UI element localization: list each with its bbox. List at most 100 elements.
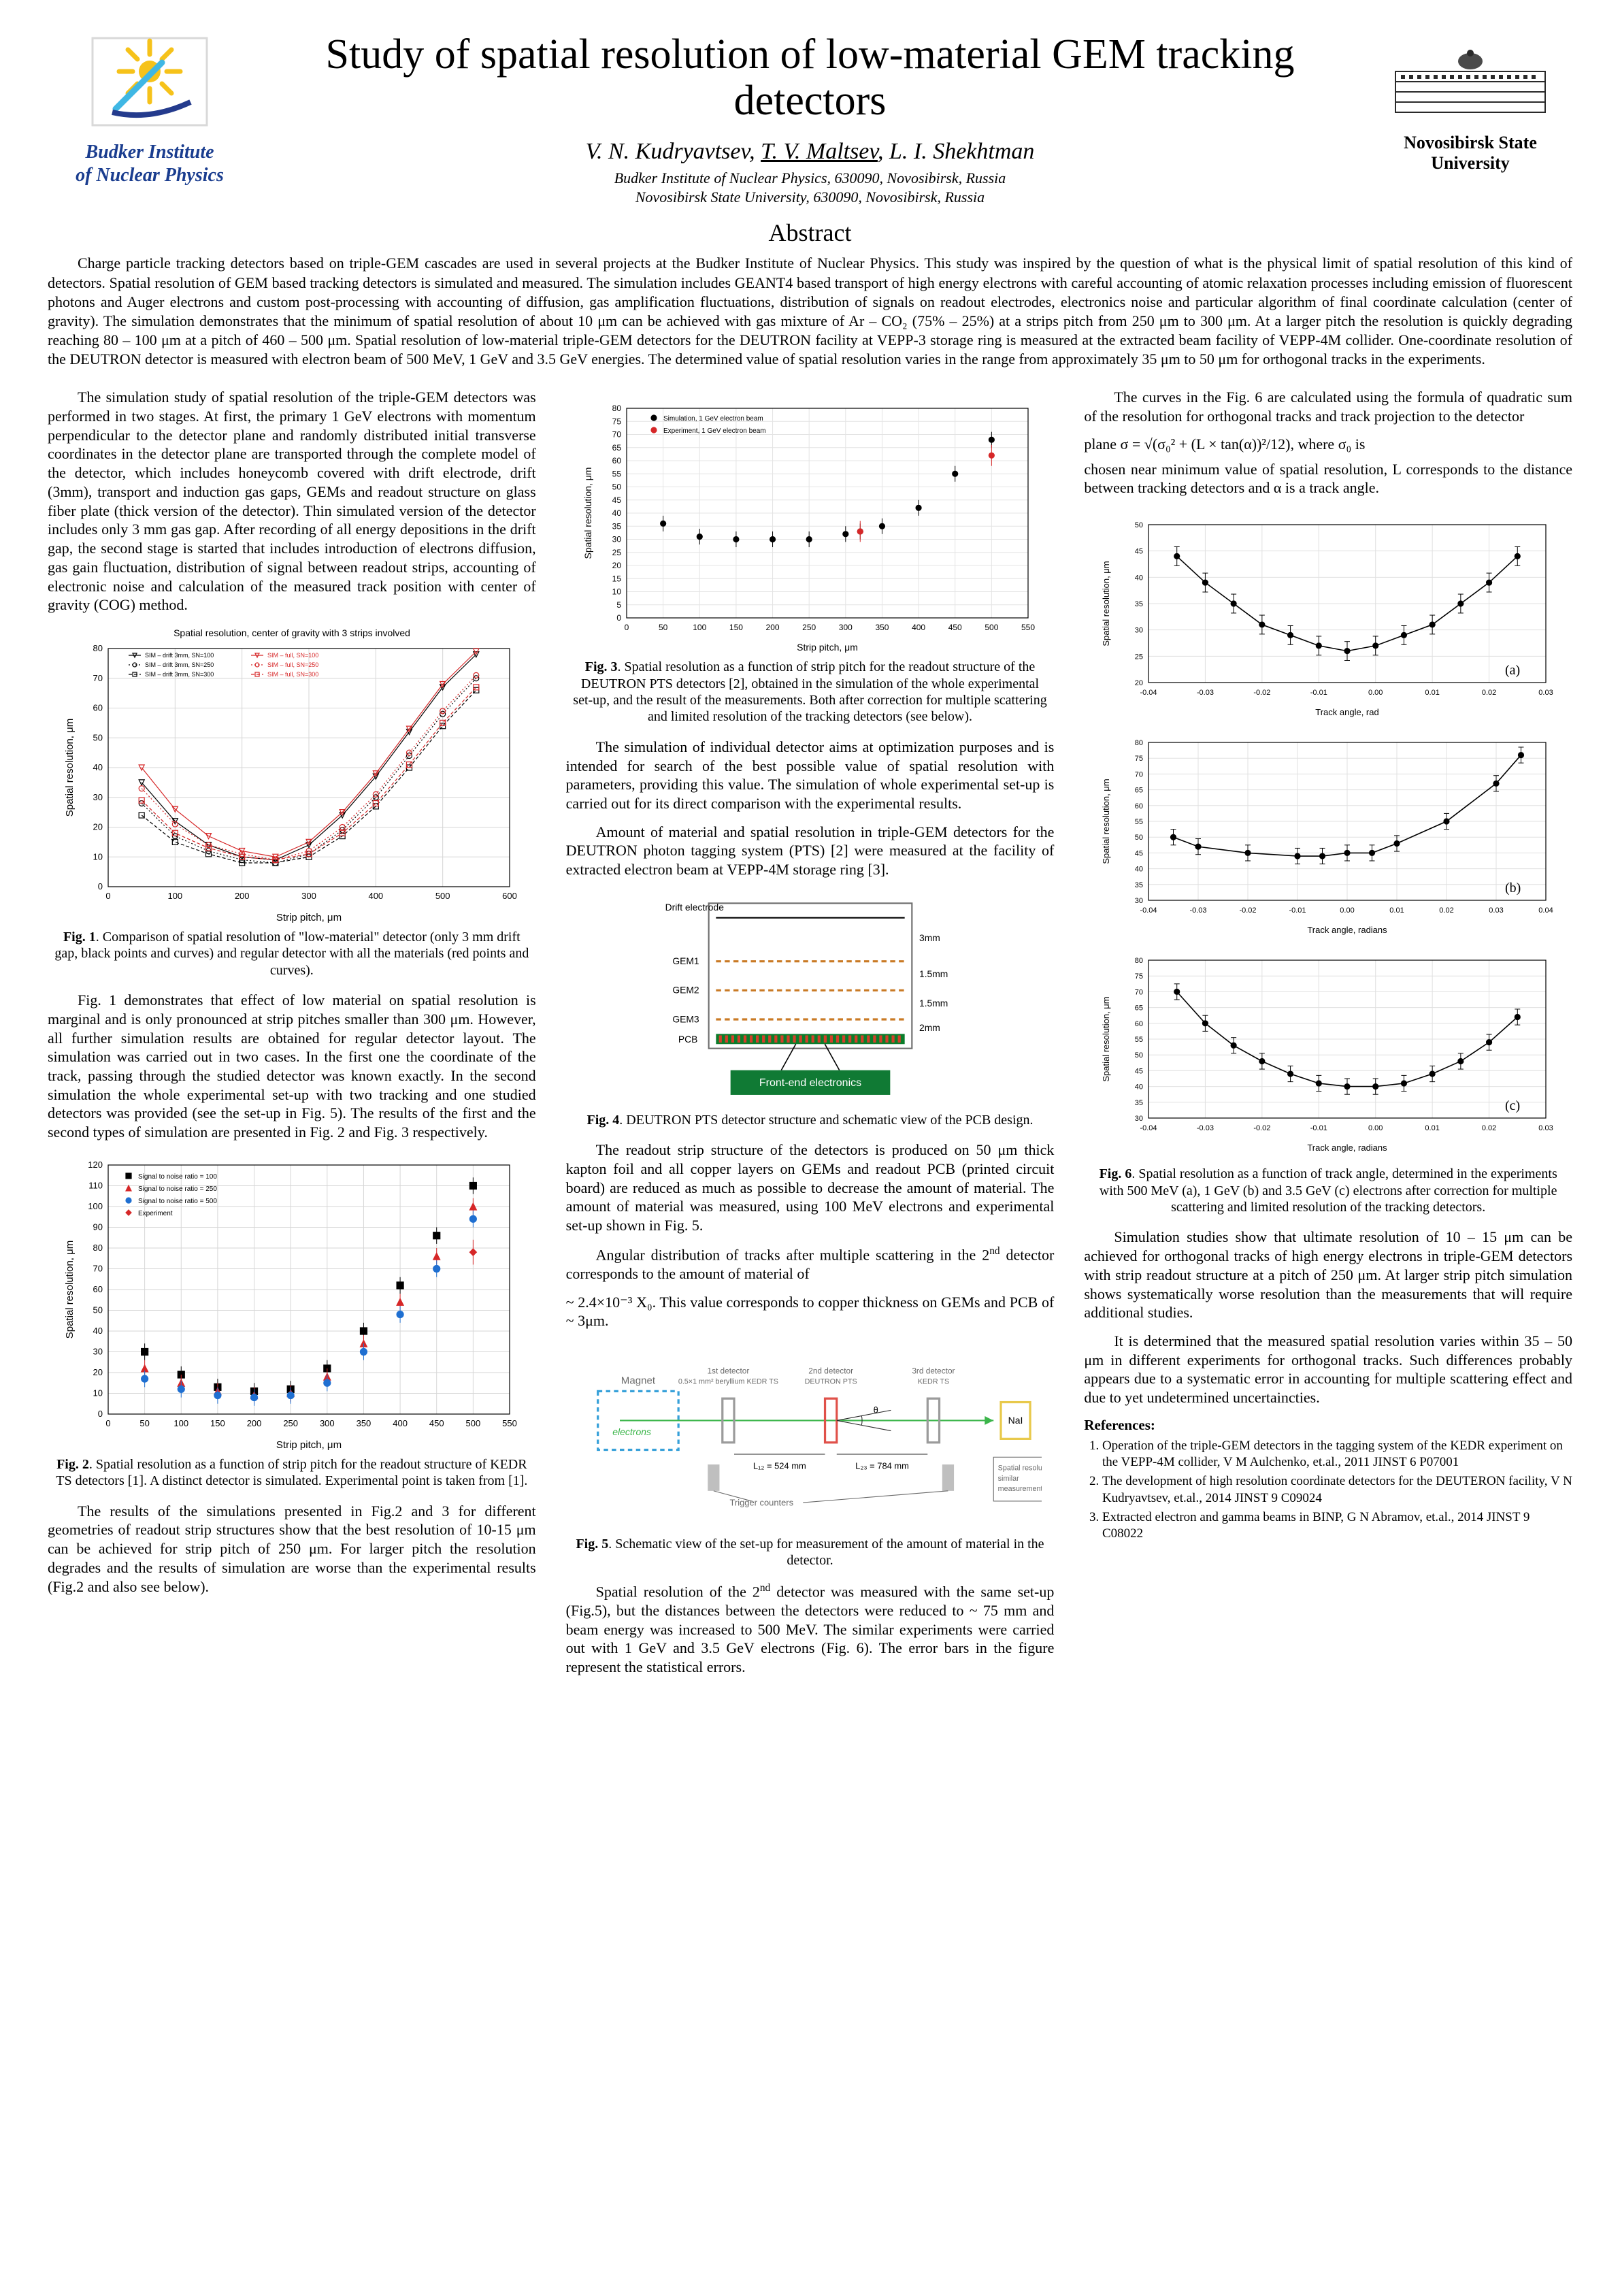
- svg-text:1.5mm: 1.5mm: [919, 998, 948, 1008]
- svg-text:Trigger counters: Trigger counters: [729, 1497, 793, 1507]
- svg-text:90: 90: [93, 1221, 102, 1232]
- svg-text:0.01: 0.01: [1425, 689, 1440, 697]
- svg-text:2nd detector: 2nd detector: [808, 1366, 853, 1376]
- svg-text:-0.02: -0.02: [1240, 906, 1257, 915]
- svg-text:550: 550: [1021, 623, 1034, 632]
- svg-text:-0.04: -0.04: [1140, 906, 1157, 915]
- svg-text:60: 60: [612, 456, 621, 465]
- svg-text:30: 30: [93, 1346, 102, 1356]
- col2-p6: Spatial resolution of the 2nd detector w…: [566, 1581, 1055, 1677]
- svg-text:0.01: 0.01: [1425, 1124, 1440, 1132]
- svg-text:2mm: 2mm: [919, 1022, 940, 1033]
- svg-text:SIM – full, SN=100: SIM – full, SN=100: [267, 652, 318, 659]
- svg-text:0.00: 0.00: [1340, 906, 1354, 915]
- svg-text:35: 35: [1135, 600, 1143, 608]
- svg-text:θ: θ: [873, 1405, 878, 1415]
- svg-text:3mm: 3mm: [919, 932, 940, 943]
- svg-text:0.01: 0.01: [1389, 906, 1404, 915]
- svg-text:50: 50: [1135, 834, 1143, 842]
- svg-text:GEM1: GEM1: [672, 955, 699, 966]
- svg-text:-0.01: -0.01: [1289, 906, 1306, 915]
- svg-text:0.02: 0.02: [1482, 1124, 1496, 1132]
- svg-text:Signal to noise ratio = 500: Signal to noise ratio = 500: [138, 1198, 217, 1205]
- svg-text:75: 75: [1135, 755, 1143, 763]
- svg-text:150: 150: [210, 1418, 225, 1428]
- header: Budker Institute of Nuclear Physics Stud…: [48, 27, 1572, 206]
- svg-text:30: 30: [93, 792, 102, 802]
- svg-text:120: 120: [88, 1160, 103, 1170]
- abstract-heading: Abstract: [48, 218, 1572, 247]
- svg-text:Spatial resolution, μm: Spatial resolution, μm: [64, 1241, 76, 1339]
- fig1-caption: Fig. 1. Comparison of spatial resolution…: [54, 929, 529, 979]
- svg-text:L₂₃ = 784 mm: L₂₃ = 784 mm: [855, 1461, 909, 1471]
- svg-text:Spatial resolution, center of: Spatial resolution, center of gravity wi…: [173, 627, 410, 638]
- binp-logo-icon: [88, 34, 211, 129]
- svg-text:60: 60: [1135, 1020, 1143, 1028]
- figure-2: 0501001502002503003504004505005500102030…: [48, 1151, 536, 1451]
- svg-text:-0.02: -0.02: [1253, 689, 1270, 697]
- affiliation-2: Novosibirsk State University, 630090, No…: [272, 188, 1348, 207]
- svg-text:SIM – drift 3mm, SN=250: SIM – drift 3mm, SN=250: [145, 661, 214, 668]
- col3-p1: The curves in the Fig. 6 are calculated …: [1084, 388, 1572, 425]
- svg-text:30: 30: [1135, 1115, 1143, 1123]
- svg-text:80: 80: [93, 643, 102, 653]
- svg-text:450: 450: [948, 623, 961, 632]
- svg-text:70: 70: [1135, 989, 1143, 997]
- svg-text:300: 300: [301, 891, 316, 901]
- col3-p3: Simulation studies show that ultimate re…: [1084, 1228, 1572, 1322]
- fig6-caption: Fig. 6. Spatial resolution as a function…: [1091, 1166, 1566, 1215]
- svg-text:30: 30: [1135, 627, 1143, 635]
- svg-text:10: 10: [93, 851, 102, 862]
- svg-text:50: 50: [1135, 521, 1143, 529]
- fig4-caption: Fig. 4. DEUTRON PTS detector structure a…: [573, 1112, 1048, 1128]
- reference-item: The development of high resolution coord…: [1102, 1473, 1572, 1507]
- svg-text:50: 50: [93, 1305, 102, 1315]
- svg-text:SIM – full, SN=300: SIM – full, SN=300: [267, 671, 318, 678]
- fig5-caption: Fig. 5. Schematic view of the set-up for…: [573, 1536, 1048, 1569]
- references-heading: References:: [1084, 1417, 1572, 1434]
- column-3: The curves in the Fig. 6 are calculated …: [1084, 388, 1572, 1686]
- svg-text:300: 300: [320, 1418, 335, 1428]
- svg-text:Track angle, rad: Track angle, rad: [1315, 707, 1378, 717]
- col2-p1: The simulation of individual detector ai…: [566, 738, 1055, 813]
- svg-text:Spatial resolution, μm: Spatial resolution, μm: [1101, 997, 1111, 1082]
- svg-text:600: 600: [502, 891, 517, 901]
- col2-p4: Angular distribution of tracks after mul…: [566, 1245, 1055, 1283]
- binp-caption: Budker Institute of Nuclear Physics: [48, 141, 252, 186]
- svg-text:100: 100: [173, 1418, 188, 1428]
- svg-text:5: 5: [616, 600, 621, 610]
- svg-text:400: 400: [393, 1418, 408, 1428]
- svg-text:400: 400: [912, 623, 925, 632]
- svg-text:50: 50: [93, 732, 102, 742]
- nsu-logo-icon: [1382, 34, 1559, 122]
- svg-text:110: 110: [88, 1180, 103, 1190]
- svg-text:0.03: 0.03: [1489, 906, 1503, 915]
- svg-text:100: 100: [693, 623, 706, 632]
- svg-text:0.00: 0.00: [1368, 1124, 1383, 1132]
- svg-text:70: 70: [93, 673, 102, 683]
- authors: V. N. Kudryavtsev, T. V. Maltsev, L. I. …: [272, 139, 1348, 165]
- nsu-logo-block: Novosibirsk State University: [1368, 27, 1572, 174]
- svg-text:-0.02: -0.02: [1253, 1124, 1270, 1132]
- reference-item: Operation of the triple-GEM detectors in…: [1102, 1438, 1572, 1471]
- svg-text:60: 60: [93, 1284, 102, 1294]
- svg-text:45: 45: [1135, 1068, 1143, 1076]
- svg-text:350: 350: [356, 1418, 371, 1428]
- svg-text:35: 35: [612, 522, 621, 531]
- svg-text:measurements: measurements: [997, 1485, 1041, 1493]
- svg-text:0.5×1 mm² beryllium KEDR TS: 0.5×1 mm² beryllium KEDR TS: [678, 1378, 778, 1386]
- svg-text:70: 70: [1135, 771, 1143, 779]
- figure-5: MagnetelectronsNaI1st detector0.5×1 mm² …: [566, 1340, 1055, 1530]
- svg-text:250: 250: [283, 1418, 298, 1428]
- col2-p5: ~ 2.4×10⁻³ X₀. This value corresponds to…: [566, 1293, 1055, 1330]
- figure-1: Spatial resolution, center of gravity wi…: [48, 624, 536, 923]
- abstract-body: Charge particle tracking detectors based…: [48, 254, 1572, 369]
- svg-text:0.02: 0.02: [1482, 689, 1496, 697]
- svg-text:40: 40: [1135, 574, 1143, 583]
- svg-text:(c): (c): [1505, 1098, 1520, 1113]
- svg-text:0.02: 0.02: [1439, 906, 1453, 915]
- svg-text:-0.03: -0.03: [1197, 689, 1214, 697]
- svg-text:Front-end electronics: Front-end electronics: [759, 1077, 861, 1089]
- svg-text:150: 150: [729, 623, 742, 632]
- svg-text:1.5mm: 1.5mm: [919, 968, 948, 979]
